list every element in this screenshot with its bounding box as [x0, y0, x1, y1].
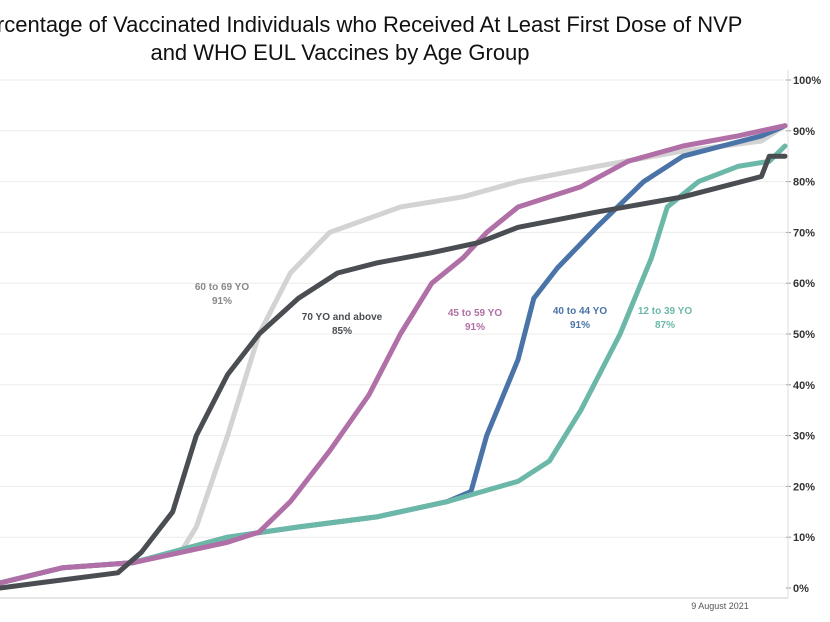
chart-title-line1: Percentage of Vaccinated Individuals who…	[0, 12, 742, 37]
series-label-name: 40 to 44 YO	[553, 306, 608, 317]
chart-title-line2: and WHO EUL Vaccines by Age Group	[150, 40, 529, 65]
series-line-0	[0, 153, 788, 591]
y-tick-label: 60%	[793, 278, 815, 290]
series-line-4	[0, 143, 788, 586]
y-tick-label: 40%	[793, 380, 815, 392]
series-line-2	[0, 123, 788, 586]
series-label-value: 91%	[465, 322, 485, 333]
y-tick-label: 70%	[793, 227, 815, 239]
series-label-name: 45 to 59 YO	[448, 308, 503, 319]
series-label-value: 85%	[332, 326, 352, 337]
y-tick-label: 20%	[793, 481, 815, 493]
y-tick-label: 90%	[793, 126, 815, 138]
y-tick-label: 10%	[793, 532, 815, 544]
y-tick-label: 100%	[793, 75, 821, 87]
series-label-value: 87%	[655, 320, 675, 331]
series-label-name: 60 to 69 YO	[195, 282, 250, 293]
x-axis-date-label: 9 August 2021	[691, 601, 749, 611]
series-label-name: 12 to 39 YO	[638, 306, 693, 317]
series-label-value: 91%	[212, 296, 232, 307]
y-tick-label: 50%	[793, 329, 815, 341]
y-tick-label: 0%	[793, 583, 809, 595]
y-tick-label: 30%	[793, 431, 815, 443]
series-label-name: 70 YO and above	[302, 312, 383, 323]
y-tick-label: 80%	[793, 177, 815, 189]
series-label-value: 91%	[570, 320, 590, 331]
